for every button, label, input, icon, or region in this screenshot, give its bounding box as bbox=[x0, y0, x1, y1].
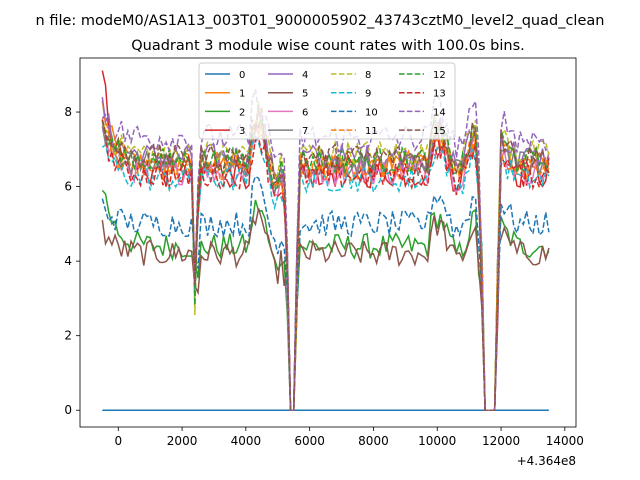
legend-label-3: 3 bbox=[239, 126, 245, 137]
y-tick-label: 8 bbox=[64, 105, 72, 119]
x-tick-label: 4000 bbox=[231, 434, 262, 448]
series-line-2 bbox=[101, 189, 550, 411]
legend-label-6: 6 bbox=[302, 107, 308, 118]
legend-label-0: 0 bbox=[239, 70, 245, 81]
legend-label-10: 10 bbox=[365, 107, 378, 118]
y-tick-label: 0 bbox=[64, 403, 72, 417]
legend-label-2: 2 bbox=[239, 107, 245, 118]
x-tick-label: 14000 bbox=[546, 434, 584, 448]
x-tick-label: 2000 bbox=[167, 434, 198, 448]
x-tick-label: 6000 bbox=[294, 434, 325, 448]
y-tick-label: 4 bbox=[64, 254, 72, 268]
chart-title: n file: modeM0/AS1A13_003T01_9000005902_… bbox=[36, 13, 605, 29]
y-axis: 0 2 4 6 8 bbox=[64, 105, 80, 417]
series-line-11 bbox=[102, 117, 550, 411]
legend-label-8: 8 bbox=[365, 70, 371, 81]
x-axis: 0 2000 4000 6000 8000 10000 12000 14000 bbox=[114, 427, 584, 448]
series-line-8 bbox=[101, 101, 550, 411]
legend-label-7: 7 bbox=[302, 126, 308, 137]
series-line-15 bbox=[101, 105, 550, 411]
x-tick-label: 12000 bbox=[482, 434, 520, 448]
plot-frame bbox=[79, 57, 577, 428]
legend-label-5: 5 bbox=[302, 89, 308, 100]
y-tick-label: 2 bbox=[64, 329, 72, 343]
series-line-5 bbox=[101, 208, 550, 411]
x-tick-label: 10000 bbox=[418, 434, 456, 448]
x-offset-label: +4.364e8 bbox=[517, 454, 576, 468]
legend-label-9: 9 bbox=[365, 89, 371, 100]
legend-label-11: 11 bbox=[365, 126, 378, 137]
legend-label-1: 1 bbox=[239, 89, 245, 100]
x-tick-label: 0 bbox=[114, 434, 122, 448]
legend-label-4: 4 bbox=[302, 70, 308, 81]
y-tick-label: 6 bbox=[64, 180, 72, 194]
legend-label-14: 14 bbox=[433, 107, 446, 118]
chart-subtitle: Quadrant 3 module wise count rates with … bbox=[131, 38, 525, 54]
legend-box bbox=[198, 62, 456, 140]
legend-label-12: 12 bbox=[433, 70, 446, 81]
legend-label-13: 13 bbox=[433, 89, 446, 100]
series-line-10 bbox=[101, 175, 550, 411]
legend-label-15: 15 bbox=[433, 126, 446, 137]
x-tick-label: 8000 bbox=[358, 434, 389, 448]
